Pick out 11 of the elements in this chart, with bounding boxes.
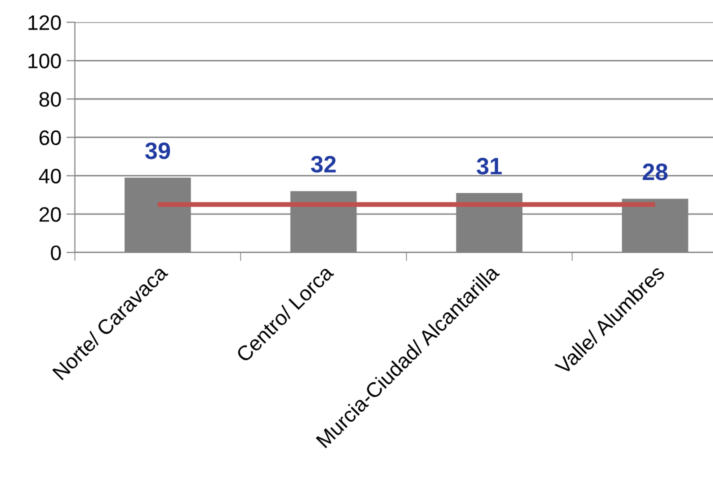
data-label: 31 — [476, 158, 502, 175]
y-tick-label: 0 — [50, 245, 61, 260]
y-tick-label: 20 — [40, 207, 61, 222]
y-tick-label: 80 — [39, 92, 61, 107]
y-tick-label: 60 — [40, 130, 61, 146]
y-tick-label: 120 — [28, 15, 61, 30]
y-tick-label: 100 — [28, 54, 61, 68]
data-label: 28 — [642, 164, 668, 180]
data-label: 32 — [310, 156, 336, 173]
y-tick-label: 40 — [38, 168, 61, 184]
data-label: 39 — [145, 142, 170, 160]
